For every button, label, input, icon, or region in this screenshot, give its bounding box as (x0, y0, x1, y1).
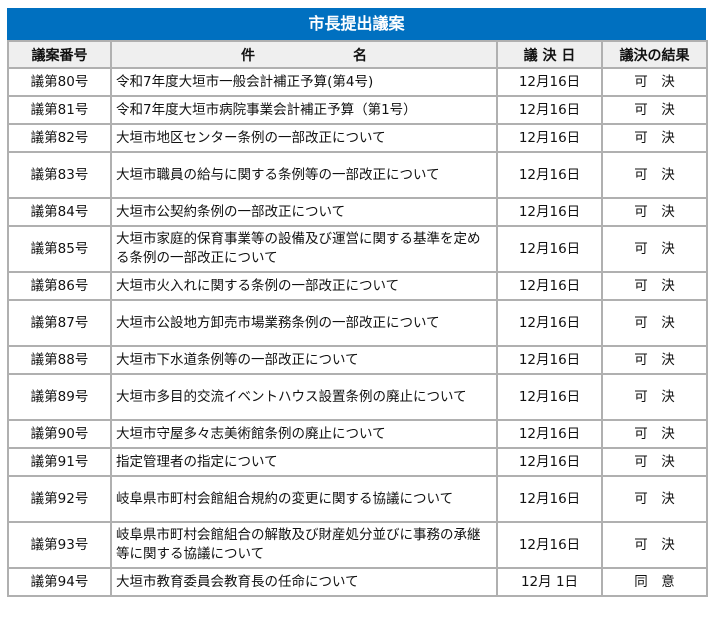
table-row: 議第80号 令和7年度大垣市一般会計補正予算(第4号) 12月16日可 決 (7, 67, 708, 97)
decision-result: 可 決 (601, 197, 708, 227)
table-row: 議第86号 大垣市火入れに関する条例の一部改正について 12月16日可 決 (7, 271, 708, 301)
decision-result: 可 決 (601, 123, 708, 153)
motion-name: 大垣市守屋多々志美術館条例の廃止について (110, 419, 498, 449)
table-row: 議第87号 大垣市公設地方卸売市場業務条例の一部改正について 12月16日可 決 (7, 299, 708, 347)
decision-result: 可 決 (601, 447, 708, 477)
header-row: 議案番号 件 名 議 決 日 議決の結果 (7, 40, 708, 69)
motion-name: 大垣市多目的交流イベントハウス設置条例の廃止について (110, 373, 498, 421)
motion-number: 議第90号 (7, 419, 112, 449)
motion-number: 議第92号 (7, 475, 112, 523)
motion-name: 大垣市下水道条例等の一部改正について (110, 345, 498, 375)
table-row: 議第92号 岐阜県市町村会館組合規約の変更に関する協議について 12月16日可 決 (7, 475, 708, 523)
table-row: 議第83号 大垣市職員の給与に関する条例等の一部改正について 12月16日可 決 (7, 151, 708, 199)
decision-result: 可 決 (601, 299, 708, 347)
motion-name: 大垣市地区センター条例の一部改正について (110, 123, 498, 153)
motion-number: 議第83号 (7, 151, 112, 199)
decision-result: 同 意 (601, 567, 708, 597)
decision-date: 12月16日 (496, 447, 603, 477)
motions-table: 議案番号 件 名 議 決 日 議決の結果 議第80号 令和7年度大垣市一般会計補正… (7, 40, 708, 597)
decision-result: 可 決 (601, 521, 708, 569)
table-row: 議第82号 大垣市地区センター条例の一部改正について 12月16日可 決 (7, 123, 708, 153)
motion-name: 岐阜県市町村会館組合の解散及び財産処分並びに事務の承継等に関する協議について (110, 521, 498, 569)
decision-result: 可 決 (601, 475, 708, 523)
motion-name: 大垣市教育委員会教育長の任命について (110, 567, 498, 597)
decision-result: 可 決 (601, 271, 708, 301)
motion-number: 議第85号 (7, 225, 112, 273)
table-row: 議第93号 岐阜県市町村会館組合の解散及び財産処分並びに事務の承継等に関する協議に… (7, 521, 708, 569)
decision-date: 12月16日 (496, 521, 603, 569)
motion-name: 大垣市公契約条例の一部改正について (110, 197, 498, 227)
motion-number: 議第82号 (7, 123, 112, 153)
motion-name: 指定管理者の指定について (110, 447, 498, 477)
decision-result: 可 決 (601, 419, 708, 449)
decision-date: 12月16日 (496, 475, 603, 523)
motion-name: 令和7年度大垣市病院事業会計補正予算（第1号） (110, 95, 498, 125)
decision-result: 可 決 (601, 373, 708, 421)
motions-table-container: 市長提出議案 議案番号 件 名 議 決 日 議決の結果 議第80号 令和7年度大垣… (7, 8, 708, 597)
table-row: 議第81号 令和7年度大垣市病院事業会計補正予算（第1号） 12月16日可 決 (7, 95, 708, 125)
motion-name: 令和7年度大垣市一般会計補正予算(第4号) (110, 67, 498, 97)
table-row: 議第91号 指定管理者の指定について 12月16日可 決 (7, 447, 708, 477)
decision-result: 可 決 (601, 95, 708, 125)
decision-date: 12月16日 (496, 67, 603, 97)
motion-number: 議第89号 (7, 373, 112, 421)
motion-number: 議第84号 (7, 197, 112, 227)
header-date: 議 決 日 (496, 40, 603, 69)
header-name: 件 名 (110, 40, 498, 69)
decision-result: 可 決 (601, 67, 708, 97)
decision-date: 12月16日 (496, 299, 603, 347)
motion-number: 議第86号 (7, 271, 112, 301)
motion-number: 議第87号 (7, 299, 112, 347)
decision-date: 12月 1日 (496, 567, 603, 597)
motion-number: 議第80号 (7, 67, 112, 97)
decision-result: 可 決 (601, 345, 708, 375)
decision-date: 12月16日 (496, 345, 603, 375)
decision-result: 可 決 (601, 151, 708, 199)
decision-date: 12月16日 (496, 95, 603, 125)
motion-name: 大垣市職員の給与に関する条例等の一部改正について (110, 151, 498, 199)
table-row: 議第84号 大垣市公契約条例の一部改正について 12月16日可 決 (7, 197, 708, 227)
table-row: 議第94号 大垣市教育委員会教育長の任命について 12月 1日同 意 (7, 567, 708, 597)
decision-date: 12月16日 (496, 373, 603, 421)
motion-number: 議第81号 (7, 95, 112, 125)
motion-name: 大垣市公設地方卸売市場業務条例の一部改正について (110, 299, 498, 347)
motion-name: 大垣市家庭的保育事業等の設備及び運営に関する基準を定める条例の一部改正について (110, 225, 498, 273)
table-row: 議第85号 大垣市家庭的保育事業等の設備及び運営に関する基準を定める条例の一部改正… (7, 225, 708, 273)
decision-date: 12月16日 (496, 271, 603, 301)
table-row: 議第89号 大垣市多目的交流イベントハウス設置条例の廃止について 12月16日可 決 (7, 373, 708, 421)
decision-result: 可 決 (601, 225, 708, 273)
decision-date: 12月16日 (496, 225, 603, 273)
motion-number: 議第88号 (7, 345, 112, 375)
header-result: 議決の結果 (601, 40, 708, 69)
motion-number: 議第93号 (7, 521, 112, 569)
decision-date: 12月16日 (496, 123, 603, 153)
motion-number: 議第94号 (7, 567, 112, 597)
decision-date: 12月16日 (496, 151, 603, 199)
motion-number: 議第91号 (7, 447, 112, 477)
motion-name: 岐阜県市町村会館組合規約の変更に関する協議について (110, 475, 498, 523)
decision-date: 12月16日 (496, 419, 603, 449)
decision-date: 12月16日 (496, 197, 603, 227)
motion-name: 大垣市火入れに関する条例の一部改正について (110, 271, 498, 301)
header-number: 議案番号 (7, 40, 112, 69)
table-row: 議第88号 大垣市下水道条例等の一部改正について 12月16日可 決 (7, 345, 708, 375)
table-title: 市長提出議案 (7, 8, 706, 40)
table-row: 議第90号 大垣市守屋多々志美術館条例の廃止について 12月16日可 決 (7, 419, 708, 449)
